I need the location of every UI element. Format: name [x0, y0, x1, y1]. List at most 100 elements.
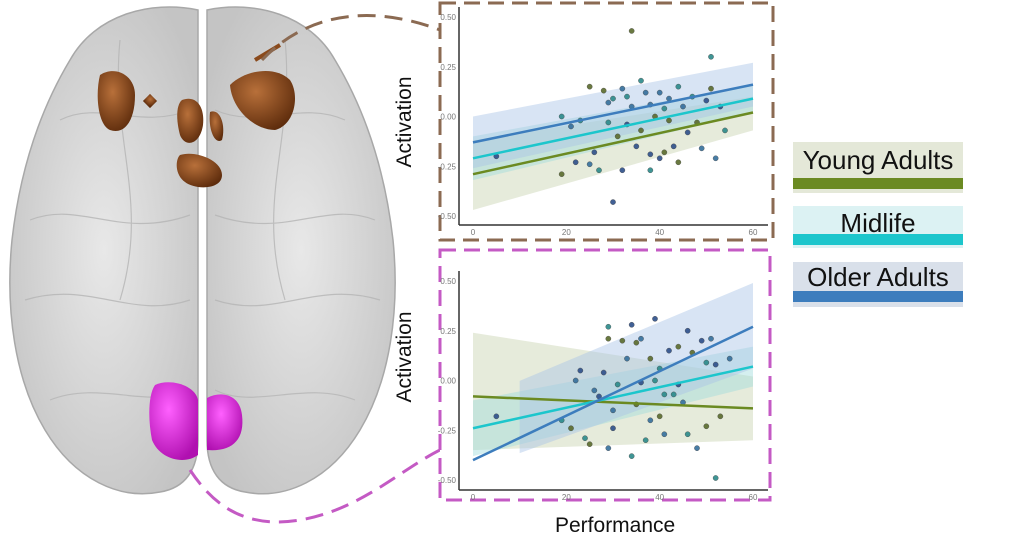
data-point — [708, 335, 714, 342]
fit-line-older-adults — [472, 83, 754, 144]
data-point — [698, 337, 705, 344]
data-point — [628, 453, 635, 459]
y-tick-label: 0.00 — [440, 377, 456, 386]
x-axis-label: Performance — [555, 514, 676, 537]
fit-line-midlife — [472, 97, 754, 160]
data-point — [642, 89, 649, 96]
data-point — [558, 113, 565, 120]
y-tick-label: -0.50 — [438, 212, 457, 221]
data-point — [647, 355, 654, 362]
fit-line-young-adults — [472, 111, 754, 176]
x-tick-label: 60 — [749, 228, 758, 237]
data-point — [633, 143, 640, 150]
fit-line-young-adults — [472, 395, 754, 410]
chart-frame — [438, 1, 775, 242]
data-point — [661, 105, 668, 112]
data-point — [684, 327, 691, 334]
left-hemisphere — [9, 6, 199, 495]
y-tick-label: 0.50 — [440, 277, 456, 286]
data-point — [708, 85, 714, 92]
y-tick-label: 0.00 — [440, 113, 456, 122]
legend-swatch — [793, 291, 963, 302]
y-tick-label: 0.50 — [440, 13, 456, 22]
confidence-band-young-adults — [473, 332, 753, 451]
data-point — [656, 413, 663, 420]
chart-occipital: 0.50 0.25 0.00 -0.25 -0.50 0 20 40 60 — [438, 248, 772, 502]
data-point — [670, 391, 677, 398]
data-point — [582, 435, 588, 442]
data-point — [493, 413, 500, 420]
data-point — [675, 83, 682, 90]
data-point — [652, 316, 658, 322]
data-point — [614, 133, 621, 140]
data-point — [647, 151, 654, 158]
y-axis-label-top: Activation — [393, 76, 416, 168]
data-point — [647, 417, 654, 424]
chart-frontal: 0.50 0.25 0.00 -0.25 -0.50 0 20 40 60 — [438, 1, 775, 242]
data-point — [586, 83, 593, 90]
data-point — [619, 85, 626, 92]
data-point — [642, 437, 649, 444]
data-point — [638, 335, 644, 342]
y-axis-label-bottom: Activation — [393, 311, 416, 403]
data-point — [633, 339, 640, 346]
legend-young-adults: Young Adults — [793, 142, 963, 193]
data-point — [600, 369, 607, 376]
top-connector — [260, 14, 440, 62]
y-tick-label: -0.25 — [438, 426, 457, 435]
data-point — [624, 93, 630, 100]
data-point — [638, 127, 644, 134]
data-point — [572, 159, 579, 166]
data-point — [596, 167, 602, 174]
data-point — [610, 199, 616, 205]
data-point — [628, 28, 635, 34]
data-point — [614, 381, 621, 388]
data-point — [666, 117, 672, 124]
y-tick-label: 0.25 — [440, 327, 456, 336]
legend-older-adults: Older Adults — [793, 262, 963, 307]
brain-render — [9, 6, 440, 524]
chart-frame — [438, 248, 772, 502]
data-point — [605, 445, 612, 451]
data-point — [675, 343, 682, 350]
data-point — [680, 103, 686, 110]
data-point — [628, 321, 635, 328]
data-point — [610, 425, 616, 432]
data-point — [624, 355, 630, 362]
data-point — [717, 413, 724, 420]
data-point — [610, 407, 616, 414]
fit-line-midlife — [472, 365, 754, 430]
y-tick-label: -0.50 — [438, 476, 457, 485]
data-point — [568, 123, 574, 130]
legend-label: Young Adults — [802, 145, 954, 175]
data-point — [605, 99, 612, 106]
data-point — [619, 167, 626, 174]
data-point — [568, 425, 574, 432]
data-point — [605, 323, 612, 330]
data-point — [666, 347, 672, 354]
confidence-band-young-adults — [473, 96, 753, 211]
data-point — [675, 159, 682, 166]
data-point — [698, 145, 705, 152]
occipital-activation-regions — [149, 382, 243, 460]
data-point — [703, 423, 710, 430]
right-hemisphere — [206, 6, 396, 495]
data-point — [703, 97, 710, 104]
data-point — [586, 441, 593, 447]
x-tick-label: 40 — [655, 493, 664, 502]
legend-swatch — [793, 234, 963, 245]
y-tick-label: -0.25 — [438, 162, 457, 171]
data-point — [656, 155, 663, 162]
data-point — [638, 77, 644, 84]
x-tick-label: 0 — [471, 228, 476, 237]
data-point — [586, 161, 593, 168]
x-tick-label: 20 — [562, 228, 571, 237]
data-point — [670, 143, 677, 150]
data-point — [703, 359, 710, 366]
legend-label: Midlife — [840, 208, 916, 238]
data-point — [572, 377, 579, 384]
data-point — [722, 127, 728, 134]
data-point — [661, 431, 668, 438]
legend-midlife: Midlife — [793, 206, 963, 248]
